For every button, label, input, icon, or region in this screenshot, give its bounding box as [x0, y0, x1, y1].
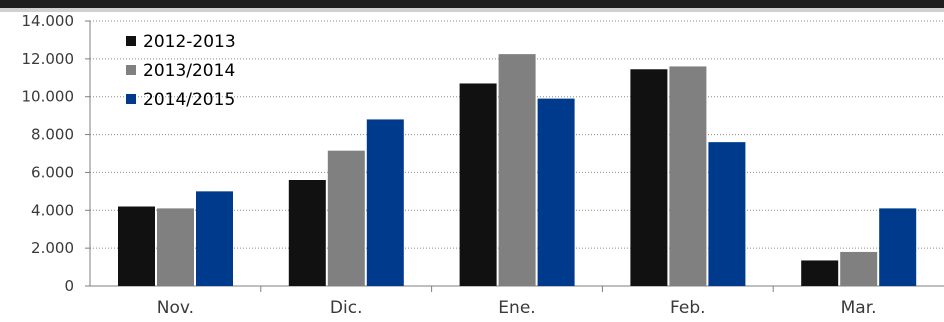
bar-2012-2013-Ene. [459, 83, 497, 286]
bar-2013/2014-Dic. [327, 150, 365, 286]
bar-2012-2013-Mar. [801, 260, 839, 286]
y-tick-label: 14.000 [22, 12, 75, 30]
bar-2012-2013-Dic. [288, 180, 326, 286]
y-tick-label: 2.000 [31, 239, 74, 257]
x-tick-label: Ene. [498, 298, 535, 318]
bar-2014/2015-Dic. [366, 119, 404, 286]
bar-2014/2015-Nov. [196, 191, 233, 286]
legend-label: 2013/2014 [143, 61, 235, 81]
y-tick-label: 6.000 [31, 163, 74, 181]
x-tick-label: Dic. [330, 298, 363, 318]
bar-2014/2015-Feb. [708, 142, 746, 286]
bar-2013/2014-Nov. [157, 208, 194, 286]
bar-2013/2014-Feb. [669, 66, 707, 286]
header-band-underline [0, 8, 944, 12]
y-tick-label: 12.000 [22, 50, 75, 68]
bar-2012-2013-Feb. [630, 69, 668, 287]
x-tick-label: Feb. [670, 298, 706, 318]
x-tick-label: Mar. [841, 298, 877, 318]
header-band [0, 0, 944, 8]
y-tick-label: 4.000 [31, 201, 74, 219]
y-tick-label: 0 [64, 277, 74, 295]
legend-swatch [126, 65, 136, 75]
y-tick-label: 10.000 [22, 88, 75, 106]
bar-2014/2015-Mar. [879, 208, 917, 286]
bar-2014/2015-Ene. [537, 98, 575, 286]
legend-label: 2014/2015 [143, 90, 235, 110]
legend-label: 2012-2013 [143, 32, 236, 52]
legend-swatch [126, 36, 136, 46]
y-tick-label: 8.000 [31, 126, 74, 144]
bar-2013/2014-Mar. [840, 251, 878, 286]
legend-swatch [126, 94, 136, 104]
bar-2013/2014-Ene. [498, 54, 536, 286]
x-tick-label: Nov. [157, 298, 194, 318]
bar-2012-2013-Nov. [118, 206, 155, 286]
